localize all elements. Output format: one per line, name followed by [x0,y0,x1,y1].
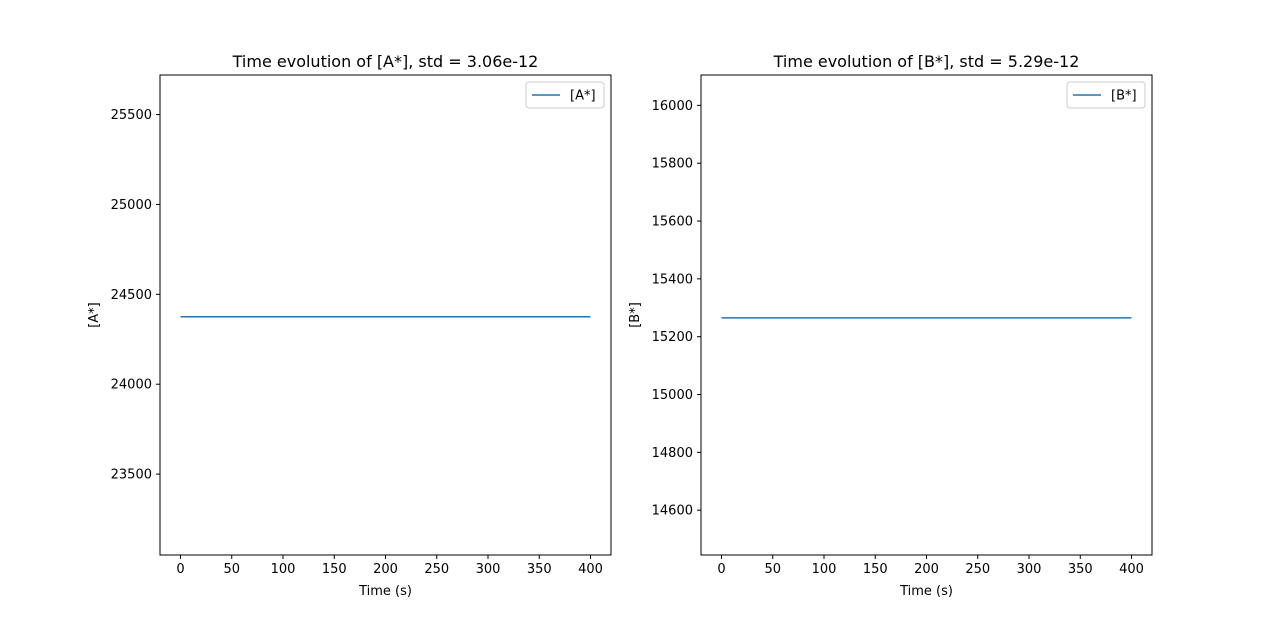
x-tick-label: 50 [223,562,240,577]
x-tick-label: 50 [764,562,781,577]
chart-b-star: Time evolution of [B*], std = 5.29e-12 0 5… [628,52,1153,599]
y-tick-label: 25500 [111,108,152,123]
y-tick-label: 24000 [111,378,152,393]
legend: [A*] [525,81,605,109]
x-tick-label: 0 [176,562,184,577]
x-axis-label: Time (s) [899,584,953,599]
x-tick-label: 200 [914,562,939,577]
y-tick-label: 15400 [652,272,693,287]
x-tick-label: 250 [424,562,449,577]
legend-entry: [A*] [570,89,596,104]
x-axis-label: Time (s) [358,584,412,599]
chart-title: Time evolution of [B*], std = 5.29e-12 [773,52,1080,71]
chart-title: Time evolution of [A*], std = 3.06e-12 [232,52,539,71]
y-tick-label: 15200 [652,330,693,345]
y-axis-label: [B*] [628,302,643,328]
x-tick-label: 100 [271,562,296,577]
y-tick-label: 15800 [652,157,693,172]
x-tick-label: 200 [373,562,398,577]
x-tick-label: 100 [812,562,837,577]
legend: [B*] [1066,81,1146,109]
y-tick-label: 15000 [652,388,693,403]
x-tick-label: 300 [1017,562,1042,577]
y-tick-label: 16000 [652,99,693,114]
y-axis-label: [A*] [87,302,102,328]
y-tick-label: 23500 [111,468,152,483]
y-tick-label: 14800 [652,446,693,461]
x-tick-label: 250 [965,562,990,577]
y-tick-label: 24500 [111,288,152,303]
x-tick-label: 350 [1068,562,1093,577]
x-tick-label: 150 [863,562,888,577]
legend-box [1066,81,1146,109]
y-tick-label: 14600 [652,504,693,519]
x-tick-label: 350 [527,562,552,577]
x-tick-label: 400 [578,562,603,577]
legend-entry: [B*] [1111,89,1137,104]
x-tick-label: 300 [476,562,501,577]
y-tick-label: 15600 [652,215,693,230]
legend-box [525,81,605,109]
x-tick-label: 150 [322,562,347,577]
y-tick-label: 25000 [111,198,152,213]
x-tick-label: 0 [717,562,725,577]
x-tick-label: 400 [1119,562,1144,577]
chart-a-star: Time evolution of [A*], std = 3.06e-12 0 5… [87,52,612,599]
